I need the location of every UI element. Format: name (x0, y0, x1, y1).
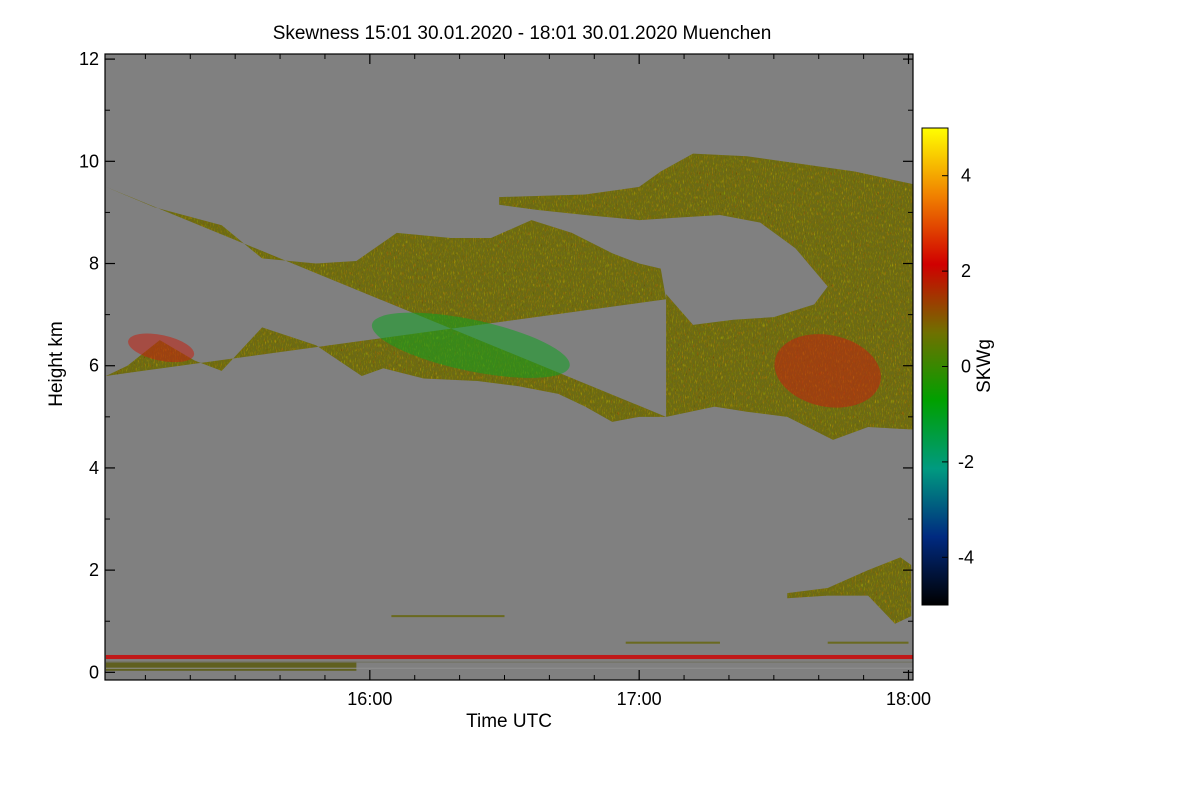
colorbar-label: SKWg (974, 339, 995, 393)
x-tick-label: 16:00 (347, 689, 392, 709)
band-surface-noise (105, 661, 357, 671)
y-tick-label: 10 (79, 151, 99, 171)
colorbar-tick-label: 2 (961, 261, 971, 281)
y-tick-label: 0 (89, 662, 99, 682)
band-olive-band-2 (625, 641, 720, 644)
y-tick-label: 4 (89, 458, 99, 478)
y-tick-label: 2 (89, 560, 99, 580)
plot-content (105, 153, 913, 671)
band-thin-line-0.1 (105, 667, 913, 669)
colorbar-tick-label: 4 (961, 166, 971, 186)
y-tick-label: 12 (79, 49, 99, 69)
x-tick-label: 17:00 (617, 689, 662, 709)
y-axis-label: Height km (46, 321, 67, 407)
colorbar-ticks: 4 2 0 -2 -4 (942, 166, 974, 567)
feature-red-patch-left (128, 333, 195, 363)
x-axis: 16:00 17:00 18:00 (144, 54, 931, 709)
x-tick-label: 18:00 (886, 689, 931, 709)
band-surface-red-band (105, 654, 913, 660)
chart-title: Skewness 15:01 30.01.2020 - 18:01 30.01.… (273, 23, 772, 44)
band-olive-band-1 (391, 615, 505, 618)
band-olive-band-3 (827, 641, 909, 644)
colorbar: 4 2 0 -2 -4 SKWg (921, 127, 995, 606)
plot-area (104, 53, 914, 681)
colorbar-tick-label: 0 (961, 357, 971, 377)
plot-frame (104, 53, 914, 681)
colorbar-tick-label: -2 (958, 452, 974, 472)
cloud-region-low-cloud-patch (787, 557, 912, 624)
colorbar-tick-label: -4 (958, 547, 974, 567)
y-tick-label: 8 (89, 254, 99, 274)
feature-red-patch-right (774, 334, 881, 408)
y-tick-label: 6 (89, 356, 99, 376)
x-axis-label: Time UTC (466, 711, 552, 732)
band-thin-line-0.2 (105, 661, 913, 663)
y-axis: 0 2 4 6 8 10 12 (79, 49, 913, 682)
feature-green-band (371, 312, 570, 378)
